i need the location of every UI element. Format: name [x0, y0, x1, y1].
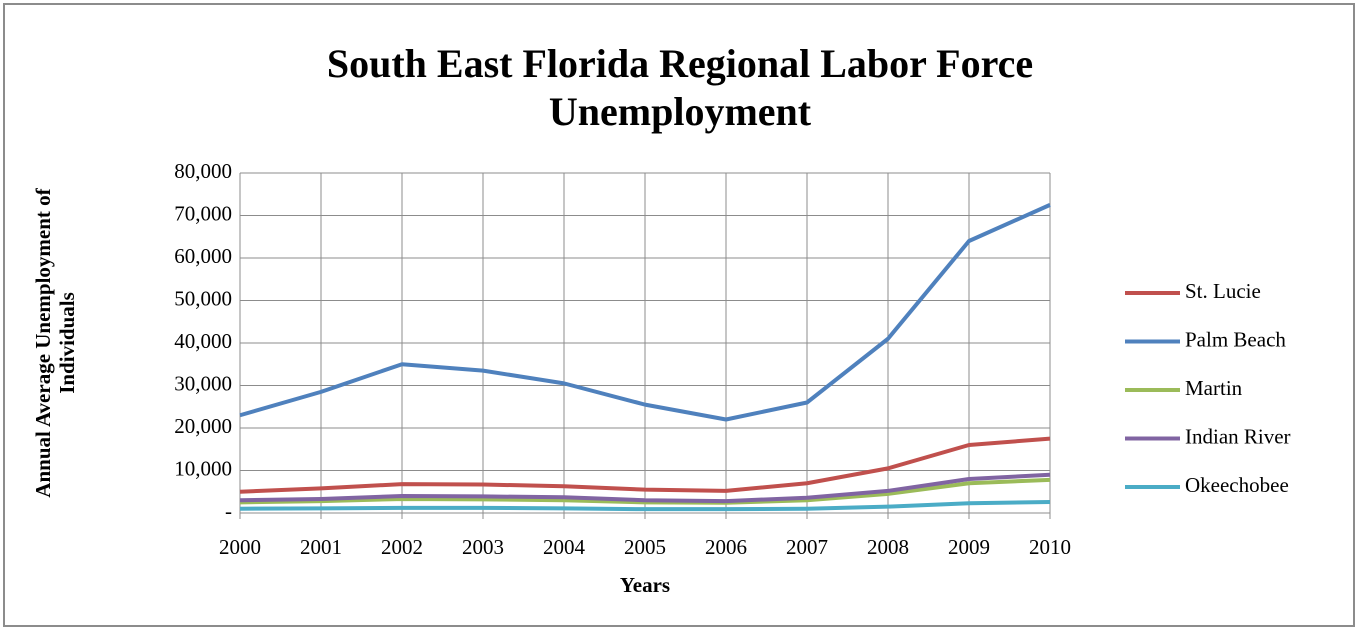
- y-axis-label: Annual Average Unemployment of Individua…: [31, 188, 79, 498]
- x-tick-label: 2002: [381, 535, 423, 559]
- x-tick-label: 2010: [1029, 535, 1071, 559]
- data-line: [239, 477, 1051, 505]
- legend-label: Okeechobee: [1185, 473, 1289, 497]
- legend-label: St. Lucie: [1185, 279, 1261, 303]
- y-tick-label: -: [225, 499, 232, 523]
- x-tick-label: 2008: [867, 535, 909, 559]
- y-tick-label: 50,000: [174, 286, 232, 310]
- y-tick-label: 10,000: [174, 456, 232, 480]
- x-tick-label: 2003: [462, 535, 504, 559]
- x-tick-label: 2007: [786, 535, 828, 559]
- legend-label: Martin: [1185, 376, 1243, 400]
- x-tick-label: 2005: [624, 535, 666, 559]
- x-axis-label: Years: [620, 573, 670, 597]
- data-line: [239, 203, 1051, 422]
- x-tick-label: 2000: [219, 535, 261, 559]
- y-tick-label: 80,000: [174, 159, 232, 183]
- data-line: [239, 436, 1051, 494]
- x-tick-label: 2004: [543, 535, 586, 559]
- chart-frame: [3, 3, 1355, 627]
- y-tick-label: 40,000: [174, 329, 232, 353]
- data-line: [239, 499, 1051, 512]
- x-tick-label: 2006: [705, 535, 747, 559]
- y-tick-label: 70,000: [174, 201, 232, 225]
- y-tick-label: 60,000: [174, 244, 232, 268]
- legend-label: Palm Beach: [1185, 327, 1286, 351]
- y-tick-label: 30,000: [174, 371, 232, 395]
- data-line: [239, 472, 1051, 504]
- y-tick-label: 20,000: [174, 414, 232, 438]
- x-tick-label: 2001: [300, 535, 342, 559]
- chart-title: South East Florida Regional Labor Force …: [326, 41, 1034, 134]
- legend-label: Indian River: [1185, 424, 1291, 448]
- x-tick-label: 2009: [948, 535, 990, 559]
